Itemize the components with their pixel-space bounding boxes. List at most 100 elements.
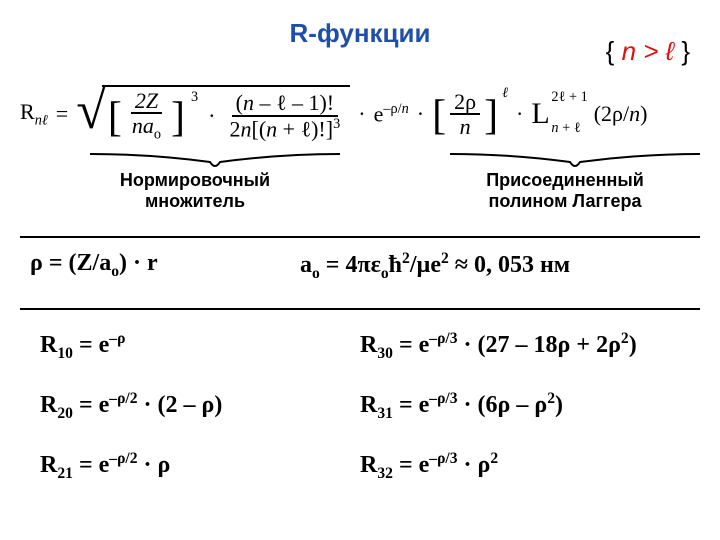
lab1b: множитель — [25, 191, 365, 212]
underbrace-icon — [90, 152, 340, 172]
r-e: = e — [393, 392, 429, 418]
a0-osub: o — [381, 265, 389, 282]
r-sym: R — [360, 452, 377, 478]
r-p: –ρ/3 — [429, 330, 457, 347]
a0-def: ao = 4πεoћ2/µe2 ≈ 0, 053 нм — [300, 250, 570, 283]
a0-hbar: ћ — [389, 252, 402, 278]
eq: = — [52, 101, 72, 127]
r-t: · ρ — [458, 452, 491, 478]
arg2: ) — [640, 101, 647, 126]
dot-icon: · — [204, 103, 219, 129]
condition: { n > ℓ } — [606, 36, 690, 67]
labels-row: Нормировочный множитель Присоединенный п… — [25, 170, 705, 212]
r-t2: 2 — [490, 450, 498, 467]
r32: R32 = e–ρ/3 · ρ2 — [360, 450, 498, 483]
a-den-sub: o — [154, 126, 161, 142]
r-sym: R — [40, 452, 57, 478]
lab2b: полином Лаггера — [425, 191, 705, 212]
sqrt-icon: √ — [76, 83, 106, 140]
r31: R31 = e–ρ/3 · (6ρ – ρ2) — [360, 390, 563, 423]
bd5: + ℓ)!] — [277, 116, 333, 141]
e-sup-n: n — [402, 101, 409, 117]
l-sub2: + ℓ — [559, 120, 581, 136]
cond-body: n > ℓ — [614, 36, 681, 66]
frac-B: (n – ℓ – 1)! 2n[(n + ℓ)!]3 — [226, 91, 345, 140]
r-e: = e — [73, 392, 109, 418]
r-sub: 32 — [377, 465, 393, 482]
bdp: 3 — [333, 116, 340, 132]
r-t: · (27 – 18ρ + 2ρ — [458, 332, 621, 358]
r-sub: 21 — [57, 465, 73, 482]
r-t2: 2 — [621, 330, 629, 347]
label-laguerre: Присоединенный полином Лаггера — [425, 170, 705, 212]
dot-icon: · — [512, 101, 527, 127]
e-sym: e — [374, 101, 384, 126]
laguerre: L 2ℓ + 1 n + ℓ — [531, 97, 553, 131]
r-p: –ρ/3 — [429, 390, 457, 407]
r30: R30 = e–ρ/3 · (27 – 18ρ + 2ρ2) — [360, 330, 637, 363]
main-formula: Rnℓ = √ [ 2Z nao ] 3 · (n – ℓ – 1)! 2n[(… — [20, 85, 700, 142]
r10: R10 = e–ρ — [40, 330, 125, 363]
rho-def: ρ = (Z/ao) · r — [30, 250, 158, 281]
bn3: – ℓ – 1)! — [254, 90, 334, 115]
l-sub1: n — [551, 120, 558, 136]
a-den: na — [132, 113, 154, 138]
a0-apx: ≈ 0, 053 нм — [449, 252, 570, 278]
bn1: ( — [236, 90, 243, 115]
rho-mid: ) — [119, 250, 133, 276]
frac-A: 2Z nao — [128, 89, 165, 142]
bd2: n — [241, 116, 252, 141]
sqrt: √ [ 2Z nao ] 3 · (n – ℓ – 1)! 2n[(n + ℓ)… — [76, 85, 350, 142]
r-e: = e — [393, 332, 429, 358]
a0-sl: /µe — [410, 252, 441, 278]
bd1: 2 — [230, 116, 241, 141]
lab1: Нормировочный — [25, 170, 365, 191]
bn2: n — [243, 90, 254, 115]
r-e: = e — [73, 332, 109, 358]
r-p: –ρ — [109, 330, 125, 347]
r-p: –ρ/3 — [429, 450, 457, 467]
a0-a: a — [300, 252, 312, 278]
r-t: · ρ — [138, 452, 171, 478]
r-t3: ) — [555, 392, 563, 418]
r-sym: R — [360, 392, 377, 418]
rho-sub: o — [111, 263, 119, 280]
rho-lhs: ρ = (Z/a — [30, 250, 111, 276]
r-sub: 30 — [377, 345, 393, 362]
r-e: = e — [393, 452, 429, 478]
r-t3: ) — [629, 332, 637, 358]
a-num: 2Z — [135, 88, 158, 113]
r-sub: nℓ — [35, 112, 48, 128]
a0-eq: = 4πε — [320, 252, 381, 278]
a0-sub: o — [312, 265, 320, 282]
r-t: · (2 – ρ) — [138, 392, 223, 418]
bd4: n — [266, 116, 277, 141]
r-sym: R — [20, 99, 35, 124]
bracket-icon: [ — [108, 97, 122, 139]
r20: R20 = e–ρ/2 · (2 – ρ) — [40, 390, 222, 423]
l-sup: 2ℓ + 1 — [551, 89, 587, 105]
l-arg: (2ρ/n) — [594, 101, 648, 127]
a-pow: 3 — [191, 89, 198, 106]
r-sub: 20 — [57, 405, 73, 422]
bracket-icon: ] — [171, 97, 185, 139]
r-p: –ρ/2 — [109, 390, 137, 407]
a0-p2: 2 — [402, 250, 410, 267]
lab2: Присоединенный — [425, 170, 705, 191]
rho-dot: · — [133, 250, 141, 276]
c-den: n — [460, 114, 471, 139]
dot-icon: · — [413, 101, 428, 127]
r21: R21 = e–ρ/2 · ρ — [40, 450, 170, 483]
arg1: (2ρ/ — [594, 101, 629, 126]
sqrt-body: [ 2Z nao ] 3 · (n – ℓ – 1)! 2n[(n + ℓ)!]… — [102, 85, 350, 142]
label-norm: Нормировочный множитель — [25, 170, 365, 212]
r-e: = e — [73, 452, 109, 478]
bd3: [( — [252, 116, 267, 141]
e-sup: –ρ/ — [383, 101, 401, 117]
r-sym: R — [40, 392, 57, 418]
dot-icon: · — [354, 101, 369, 127]
exp-term: e–ρ/n — [374, 101, 409, 127]
c-pow: ℓ — [502, 85, 508, 102]
r-sub: 31 — [377, 405, 393, 422]
rho-r: r — [141, 250, 158, 276]
